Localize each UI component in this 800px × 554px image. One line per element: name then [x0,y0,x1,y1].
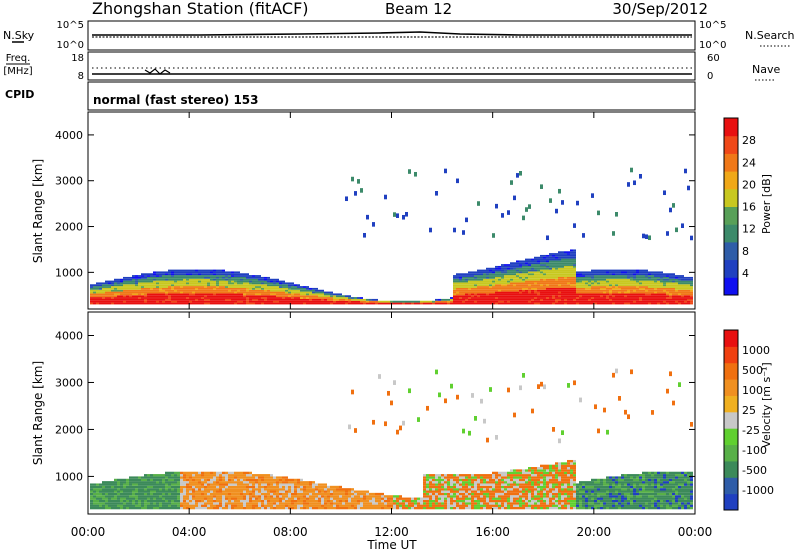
noise-search-label: N.Search [745,29,795,42]
station-title: Zhongshan Station (fitACF) [92,0,309,18]
noise-left-tick-low: 10^0 [57,40,84,51]
y-tick-label: 2000 [55,423,83,436]
x-tick-label: 20:00 [577,525,612,539]
colorbar-tick-label: -25 [742,424,760,437]
y-tick-label: 4000 [55,329,83,342]
velocity-colorbar-label: Velocity [m s⁻¹] [760,362,773,447]
power-colorbar-label: Power [dB] [760,174,773,234]
colorbar-tick-label: -1000 [742,484,774,497]
noise-panel: N.Sky 10^5 10^0 10^5 10^0 N.Search [3,20,795,51]
colorbar-swatch [724,153,738,172]
colorbar-swatch [724,444,738,462]
colorbar-swatch [724,206,738,225]
colorbar-swatch [724,224,738,243]
colorbar-swatch [724,346,738,364]
nave-right-tick-high: 60 [707,53,720,64]
y-tick-label: 1000 [55,470,83,483]
freq-left-tick-low: 8 [78,71,84,82]
y-tick-label: 2000 [55,221,83,234]
noise-left-tick-high: 10^5 [57,20,84,31]
velocity-ylabel: Slant Range [km] [31,361,45,465]
y-tick-label: 4000 [55,129,83,142]
colorbar-swatch [724,118,738,137]
x-tick-label: 08:00 [273,525,308,539]
cpid-value: normal (fast stereo) 153 [93,93,259,107]
colorbar-swatch [724,362,738,380]
freq-label: Freq. [6,53,31,64]
velocity-heatmap [90,368,693,510]
colorbar-tick-label: -100 [742,444,767,457]
colorbar-swatch [724,477,738,495]
noise-sky-line [92,31,692,36]
colorbar-swatch [724,493,738,511]
colorbar-tick-label: 12 [742,223,756,236]
y-tick-label: 3000 [55,175,83,188]
power-ylabel: Slant Range [km] [31,159,45,263]
nave-label: Nave [752,63,780,76]
freq-left-tick-high: 18 [71,53,84,64]
colorbar-tick-label: 500 [742,364,763,377]
colorbar-swatch [724,379,738,396]
colorbar-swatch [724,135,738,154]
colorbar-tick-label: 8 [742,245,749,258]
cpid-label: CPID [5,88,34,101]
freq-panel: Freq. [MHz] 18 8 60 0 Nave [3,51,780,82]
colorbar-tick-label: 1000 [742,344,770,357]
date-label: 30/Sep/2012 [612,0,708,18]
beam-label: Beam 12 [385,0,452,18]
x-tick-label: 04:00 [172,525,207,539]
x-tick-label: 00:00 [678,525,713,539]
x-tick-label: 16:00 [475,525,510,539]
colorbar-swatch [724,188,738,207]
colorbar-swatch [724,330,738,347]
x-tick-label: 00:00 [71,525,106,539]
colorbar-tick-label: 20 [742,178,756,191]
colorbar-swatch [724,395,738,413]
colorbar-swatch [724,460,738,478]
power-heatmap [90,167,693,305]
noise-sky-label: N.Sky [3,29,35,42]
y-tick-label: 1000 [55,266,83,279]
colorbar-swatch [724,171,738,190]
nave-right-tick-low: 0 [707,71,713,82]
colorbar-swatch [724,428,738,446]
colorbar-swatch [724,241,738,261]
colorbar-tick-label: -500 [742,464,767,477]
colorbar-swatch [724,411,738,429]
colorbar-tick-label: 16 [742,201,756,214]
colorbar-tick-label: 25 [742,404,756,417]
colorbar-tick-label: 28 [742,134,756,147]
colorbar-swatch [724,259,738,278]
noise-right-tick-low: 10^0 [699,40,726,51]
colorbar-tick-label: 100 [742,384,763,397]
x-axis-title: Time UT [366,538,417,552]
colorbar-tick-label: 24 [742,156,756,169]
noise-right-tick-high: 10^5 [699,20,726,31]
colorbar-tick-label: 4 [742,267,749,280]
y-tick-label: 3000 [55,376,83,389]
x-tick-label: 12:00 [374,525,409,539]
freq-unit-label: [MHz] [3,66,32,77]
colorbar-swatch [724,277,738,296]
